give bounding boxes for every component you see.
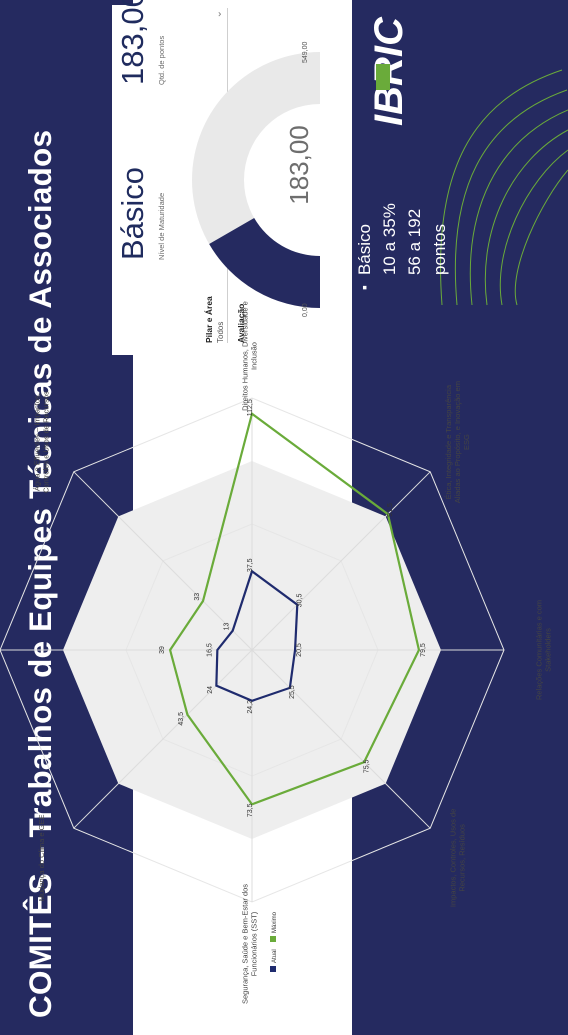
decorative-curves [440, 69, 568, 306]
radar-value-label: 16,5 [206, 643, 213, 657]
ibric-logo: IBRIC [367, 16, 411, 126]
radar-value-label: 79,5 [420, 643, 427, 657]
radar-value-label: 25,5 [289, 685, 296, 699]
legend-line-unit: pontos [430, 223, 449, 276]
legend-series-name: Atual [272, 949, 278, 963]
gauge-max-label: 549,00 [302, 41, 309, 63]
filter-selected-value: Todos [216, 321, 225, 343]
maturity-level-caption: Nível de Maturidade [157, 192, 166, 260]
gauge-min-label: 0,00 [302, 303, 309, 317]
maturity-level-value: Básico [115, 166, 150, 260]
gauge-fill [209, 218, 320, 308]
legend-swatch [270, 936, 276, 942]
radar-value-label: 13 [223, 622, 230, 630]
radar-value-label: 39 [159, 646, 166, 654]
legend-swatch [270, 966, 276, 972]
radar-category-label: Segurança, Saúde e Bem-Estar dosFuncioná… [241, 884, 259, 1004]
radar-category-label: Água e Efluentes – Impactos,Controles e … [33, 391, 51, 493]
legend-line-points: 56 a 192 [405, 208, 424, 276]
radar-axis-line [251, 471, 431, 651]
radar-chart: 37,5 13 16,5 24 24,2 25,5 20,5 30,5 112,5 33 39 43,… [0, 301, 553, 1004]
radar-value-label: 37,5 [247, 558, 254, 572]
radar-series-maximo [168, 411, 421, 806]
radar-value-label: 30,5 [297, 594, 304, 608]
radar-category-label: Ética, Integridade e TransparênciaAliada… [444, 381, 471, 503]
maturity-card: Básico Nível de Maturidade 183,00 Qtd. d… [112, 0, 172, 355]
radar-value-label: 91,5 [387, 503, 394, 517]
chevron-down-icon: ⌄ [213, 10, 224, 19]
radar-axis-line [73, 649, 253, 829]
radar-axis-line [251, 649, 431, 829]
radar-category-label: Direitos Humanos, Diversidade eInclusão [241, 301, 259, 411]
legend-text: Básico 10 a 35% 56 a 192 pontos [352, 203, 452, 275]
maturity-gauge [192, 52, 320, 308]
points-value: 183,00 [115, 0, 150, 85]
radar-category-label: Mudança do Clima e GEE [37, 815, 46, 902]
filter-label: Pilar e Área [204, 296, 214, 343]
radar-series-atual [215, 569, 299, 702]
bullet-icon: ▪ [356, 285, 372, 290]
legend-item: ▪ Básico 10 a 35% 56 a 192 pontos [352, 110, 452, 290]
title-band [0, 0, 133, 1035]
maturity-dashboard: Básico Nível de Maturidade 183,00 Qtd. d… [112, 0, 322, 355]
radar-category-label: Impactos, Controles, Usos deRecursos, Re… [448, 809, 466, 907]
radar-axis-line [73, 471, 253, 651]
radar-value-label: 73,5 [247, 803, 254, 817]
radar-value-label: 20,5 [296, 643, 303, 657]
radar-value-label: 33 [194, 593, 201, 601]
maturity-legend: ▪ Básico 10 a 35% 56 a 192 pontos [352, 110, 512, 290]
legend-line-percent: 10 a 35% [380, 203, 399, 276]
legend-series-name: Máximo [272, 911, 278, 933]
gauge-center-value: 183,00 [284, 125, 314, 205]
radar-value-label: 24,2 [247, 700, 254, 714]
points-caption: Qtd. de pontos [157, 35, 166, 85]
radar-category-label: Relações Comunitárias e comStakeholders [535, 600, 553, 700]
radar-legend: Atual Máximo [270, 911, 278, 972]
radar-value-label: 43,5 [178, 712, 185, 726]
radar-value-label: 24 [207, 686, 214, 694]
radar-value-label: 75,5 [363, 759, 370, 773]
radar-value-label: 112,5 [247, 399, 254, 416]
legend-line-level: Básico [355, 224, 374, 276]
